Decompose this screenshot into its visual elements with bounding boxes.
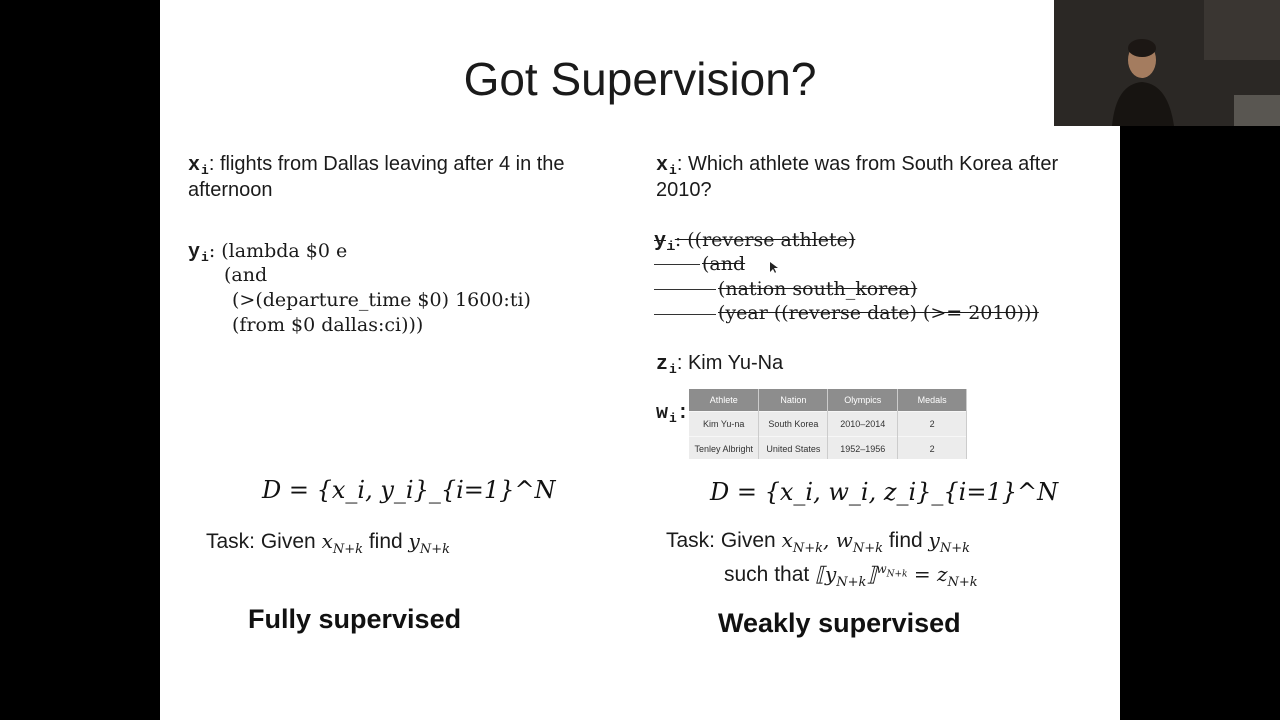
web-table-container: Athlete Nation Olympics Medals Kim Yu-na… bbox=[689, 389, 967, 459]
table-cell: 2 bbox=[897, 411, 967, 437]
table-cell: 2 bbox=[897, 436, 967, 459]
left-y-line2: (and bbox=[224, 264, 268, 286]
right-task: Task: Given xN+k, wN+k find yN+k bbox=[666, 528, 971, 556]
speaker-icon bbox=[1054, 0, 1280, 126]
table-row: Kim Yu-na South Korea 2010–2014 2 bbox=[689, 411, 967, 437]
left-task: Task: Given xN+k find yN+k bbox=[206, 529, 451, 557]
right-heading: Weakly supervised bbox=[718, 608, 961, 638]
web-table: Athlete Nation Olympics Medals Kim Yu-na… bbox=[689, 389, 967, 459]
right-x-line2: 2010? bbox=[656, 179, 712, 201]
right-y-line2: (and bbox=[702, 253, 746, 275]
table-cell: South Korea bbox=[758, 411, 829, 437]
right-w-label: wi: bbox=[656, 402, 689, 426]
left-x-line1: xi: flights from Dallas leaving after 4 … bbox=[188, 153, 565, 178]
webcam-video bbox=[1054, 0, 1280, 126]
right-x-line1: xi: Which athlete was from South Korea a… bbox=[656, 153, 1059, 178]
left-y-line4: (from $0 dallas:ci))) bbox=[232, 314, 424, 336]
table-cell: 1952–1956 bbox=[827, 436, 899, 459]
table-header-cell: Medals bbox=[897, 389, 967, 412]
table-cell: Tenley Albright bbox=[689, 436, 760, 459]
table-row: Tenley Albright United States 1952–1956 … bbox=[689, 436, 967, 459]
mouse-cursor-icon bbox=[770, 262, 778, 273]
left-dataset-formula: D = {x_i, y_i}_{i=1}^N bbox=[262, 476, 556, 504]
table-header-cell: Nation bbox=[758, 389, 829, 412]
right-y-line4: (year ((reverse date) (>= 2010))) bbox=[718, 302, 1039, 324]
table-cell: United States bbox=[758, 436, 829, 459]
left-heading: Fully supervised bbox=[248, 604, 462, 634]
strike-line bbox=[654, 314, 716, 315]
left-y-line3: (>(departure_time $0) 1600:ti) bbox=[232, 289, 531, 311]
table-header-cell: Olympics bbox=[827, 389, 899, 412]
right-such-that: such that ⟦yN+k⟧wN+k = zN+k bbox=[724, 562, 978, 590]
table-header-cell: Athlete bbox=[689, 389, 760, 412]
strike-line bbox=[654, 289, 716, 290]
table-cell: 2010–2014 bbox=[827, 411, 899, 437]
left-x-line2: afternoon bbox=[188, 179, 273, 201]
slide: Got Supervision? xi: flights from Dallas… bbox=[160, 0, 1120, 720]
strike-line bbox=[654, 264, 700, 265]
right-y-line1: yi: ((reverse athlete) bbox=[654, 229, 856, 254]
table-header-row: Athlete Nation Olympics Medals bbox=[689, 389, 967, 412]
left-y-line1: yi: (lambda $0 e bbox=[188, 240, 348, 265]
right-dataset-formula: D = {x_i, w_i, z_i}_{i=1}^N bbox=[710, 478, 1059, 506]
table-cell: Kim Yu-na bbox=[689, 411, 760, 437]
right-y-line3: (nation south_korea) bbox=[718, 278, 918, 300]
slide-title: Got Supervision? bbox=[463, 53, 817, 105]
right-z-line: zi: Kim Yu-Na bbox=[656, 352, 784, 377]
